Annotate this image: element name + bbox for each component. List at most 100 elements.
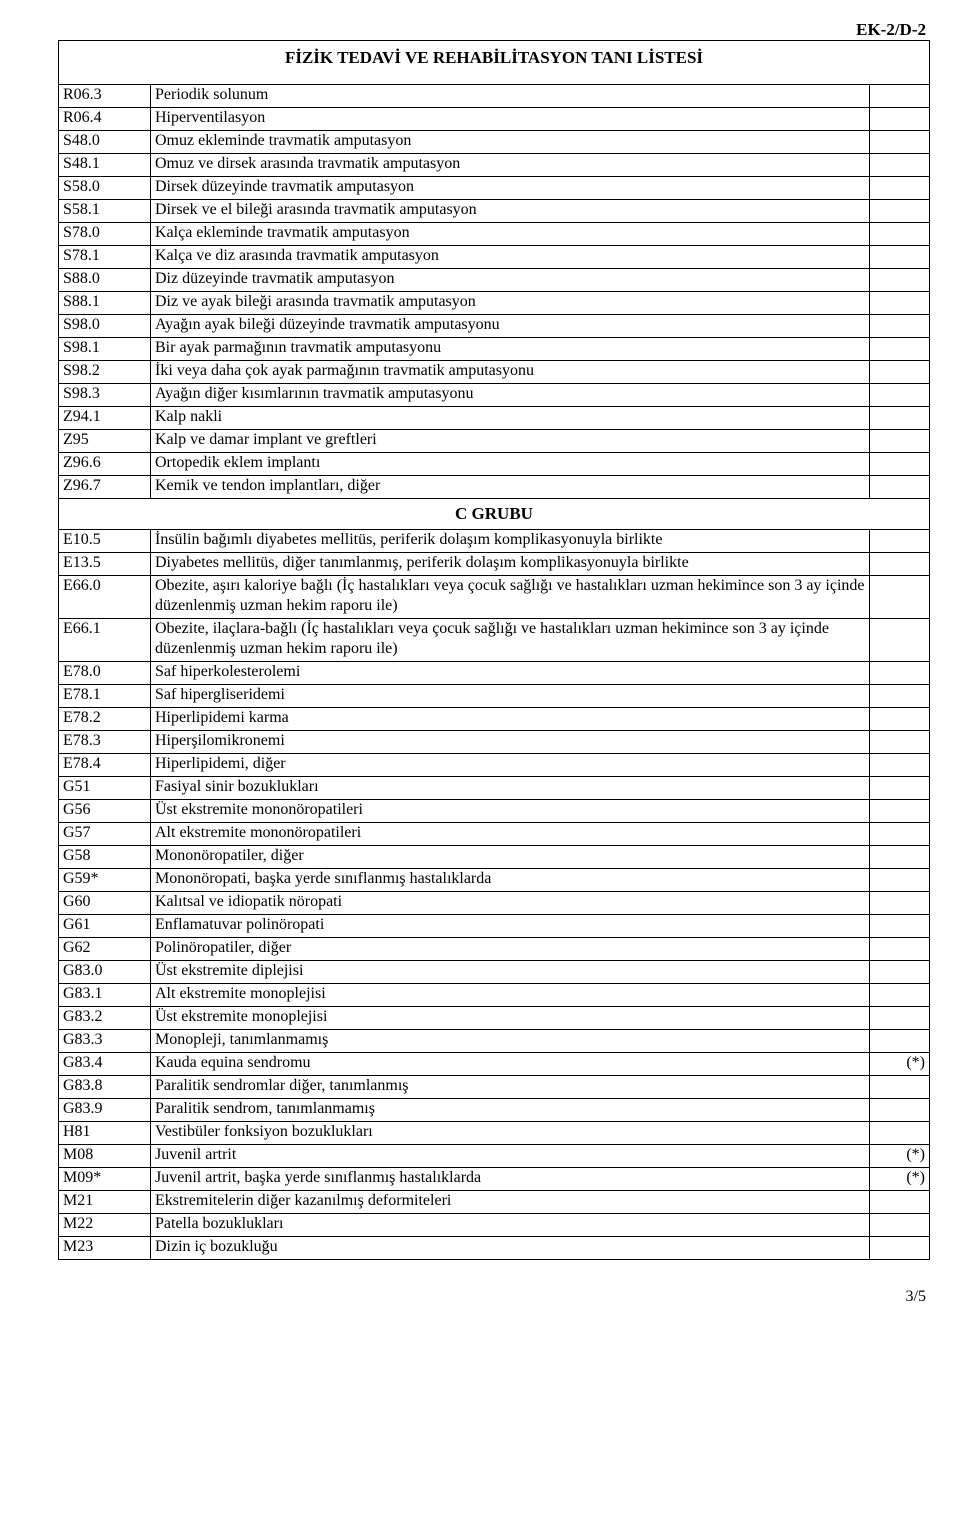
desc-cell: Üst ekstremite diplejisi: [151, 960, 870, 983]
table-row: Z94.1Kalp nakli: [59, 407, 930, 430]
code-cell: G83.3: [59, 1029, 151, 1052]
code-cell: E78.1: [59, 684, 151, 707]
table-row: S48.1Omuz ve dirsek arasında travmatik a…: [59, 154, 930, 177]
code-cell: E78.2: [59, 707, 151, 730]
mark-cell: [870, 1029, 930, 1052]
code-cell: S48.0: [59, 131, 151, 154]
code-cell: Z95: [59, 430, 151, 453]
mark-cell: [870, 845, 930, 868]
desc-cell: Fasiyal sinir bozuklukları: [151, 776, 870, 799]
desc-cell: Mononöropatiler, diğer: [151, 845, 870, 868]
mark-cell: [870, 200, 930, 223]
table-title: FİZİK TEDAVİ VE REHABİLİTASYON TANI LİST…: [59, 41, 930, 85]
table-row: S98.2İki veya daha çok ayak parmağının t…: [59, 361, 930, 384]
code-cell: S48.1: [59, 154, 151, 177]
table-row: G83.3Monopleji, tanımlanmamış: [59, 1029, 930, 1052]
mark-cell: [870, 1006, 930, 1029]
mark-cell: [870, 1121, 930, 1144]
table-row: E78.0Saf hiperkolesterolemi: [59, 661, 930, 684]
mark-cell: [870, 799, 930, 822]
table-row: S58.1Dirsek ve el bileği arasında travma…: [59, 200, 930, 223]
table-row: E78.2Hiperlipidemi karma: [59, 707, 930, 730]
table-row: E66.0Obezite, aşırı kaloriye bağlı (İç h…: [59, 575, 930, 618]
table-row: G83.0Üst ekstremite diplejisi: [59, 960, 930, 983]
mark-cell: [870, 1190, 930, 1213]
mark-cell: [870, 476, 930, 499]
desc-cell: Ortopedik eklem implantı: [151, 453, 870, 476]
code-cell: E78.0: [59, 661, 151, 684]
mark-cell: [870, 937, 930, 960]
mark-cell: [870, 891, 930, 914]
table-row: S98.3Ayağın diğer kısımlarının travmatik…: [59, 384, 930, 407]
mark-cell: (*): [870, 1052, 930, 1075]
mark-cell: [870, 108, 930, 131]
mark-cell: [870, 730, 930, 753]
desc-cell: İki veya daha çok ayak parmağının travma…: [151, 361, 870, 384]
mark-cell: [870, 618, 930, 661]
mark-cell: [870, 407, 930, 430]
desc-cell: Alt ekstremite mononöropatileri: [151, 822, 870, 845]
code-cell: G56: [59, 799, 151, 822]
desc-cell: Saf hipergliseridemi: [151, 684, 870, 707]
desc-cell: Juvenil artrit: [151, 1144, 870, 1167]
desc-cell: Ayağın diğer kısımlarının travmatik ampu…: [151, 384, 870, 407]
code-cell: S98.1: [59, 338, 151, 361]
mark-cell: [870, 575, 930, 618]
desc-cell: Paralitik sendrom, tanımlanmamış: [151, 1098, 870, 1121]
code-cell: S98.0: [59, 315, 151, 338]
mark-cell: [870, 914, 930, 937]
desc-cell: Bir ayak parmağının travmatik amputasyon…: [151, 338, 870, 361]
mark-cell: [870, 85, 930, 108]
mark-cell: [870, 315, 930, 338]
table-row: S98.1Bir ayak parmağının travmatik amput…: [59, 338, 930, 361]
table-row: G58Mononöropatiler, diğer: [59, 845, 930, 868]
code-cell: G59*: [59, 868, 151, 891]
code-cell: G83.8: [59, 1075, 151, 1098]
mark-cell: [870, 292, 930, 315]
code-cell: E13.5: [59, 552, 151, 575]
desc-cell: Monopleji, tanımlanmamış: [151, 1029, 870, 1052]
desc-cell: Üst ekstremite mononöropatileri: [151, 799, 870, 822]
desc-cell: Omuz ekleminde travmatik amputasyon: [151, 131, 870, 154]
table-row: G59*Mononöropati, başka yerde sınıflanmı…: [59, 868, 930, 891]
desc-cell: Polinöropatiler, diğer: [151, 937, 870, 960]
desc-cell: Hiperventilasyon: [151, 108, 870, 131]
table-row: R06.3Periodik solunum: [59, 85, 930, 108]
mark-cell: [870, 131, 930, 154]
table-row: G83.1Alt ekstremite monoplejisi: [59, 983, 930, 1006]
desc-cell: Kauda equina sendromu: [151, 1052, 870, 1075]
code-cell: G61: [59, 914, 151, 937]
desc-cell: Kalp ve damar implant ve greftleri: [151, 430, 870, 453]
document-code: EK-2/D-2: [58, 20, 930, 40]
title-row: FİZİK TEDAVİ VE REHABİLİTASYON TANI LİST…: [59, 41, 930, 85]
code-cell: S58.0: [59, 177, 151, 200]
desc-cell: Obezite, ilaçlara-bağlı (İç hastalıkları…: [151, 618, 870, 661]
desc-cell: Kalıtsal ve idiopatik nöropati: [151, 891, 870, 914]
table-row: G61Enflamatuvar polinöropati: [59, 914, 930, 937]
desc-cell: Hiperlipidemi, diğer: [151, 753, 870, 776]
table-row: G83.9Paralitik sendrom, tanımlanmamış: [59, 1098, 930, 1121]
table-row: G83.2Üst ekstremite monoplejisi: [59, 1006, 930, 1029]
code-cell: Z96.7: [59, 476, 151, 499]
desc-cell: Hiperşilomikronemi: [151, 730, 870, 753]
code-cell: Z94.1: [59, 407, 151, 430]
mark-cell: [870, 707, 930, 730]
mark-cell: [870, 223, 930, 246]
table-row: G51Fasiyal sinir bozuklukları: [59, 776, 930, 799]
mark-cell: [870, 868, 930, 891]
group-label: C GRUBU: [59, 499, 930, 529]
desc-cell: Patella bozuklukları: [151, 1213, 870, 1236]
mark-cell: [870, 983, 930, 1006]
mark-cell: [870, 246, 930, 269]
table-row: R06.4Hiperventilasyon: [59, 108, 930, 131]
table-row: G60Kalıtsal ve idiopatik nöropati: [59, 891, 930, 914]
mark-cell: [870, 1075, 930, 1098]
mark-cell: [870, 684, 930, 707]
table-row: G56Üst ekstremite mononöropatileri: [59, 799, 930, 822]
code-cell: G83.1: [59, 983, 151, 1006]
group-row: C GRUBU: [59, 499, 930, 529]
table-row: S78.0Kalça ekleminde travmatik amputasyo…: [59, 223, 930, 246]
code-cell: R06.3: [59, 85, 151, 108]
desc-cell: Kalça ve diz arasında travmatik amputasy…: [151, 246, 870, 269]
code-cell: E78.4: [59, 753, 151, 776]
